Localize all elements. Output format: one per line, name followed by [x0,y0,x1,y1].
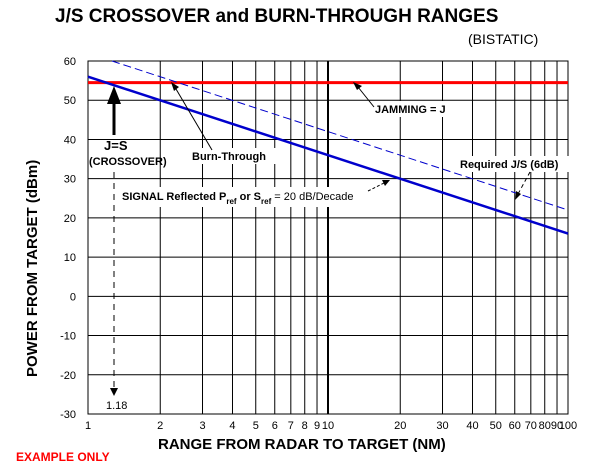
x-tick-label: 6 [272,420,278,432]
required-arrowhead [515,191,521,200]
y-tick-label: 10 [64,252,76,264]
y-tick-label: 50 [64,95,76,107]
footer-note: EXAMPLE ONLY [16,450,110,464]
x-tick-label: 1 [85,420,91,432]
x-tick-label: 4 [229,420,235,432]
jamming-leader [357,86,375,108]
signal-label: SIGNAL Reflected Pref or Sref = 20 dB/De… [122,191,354,206]
x-tick-label: 10 [322,420,334,432]
grid [87,60,569,415]
required-js-line [111,60,569,211]
x-tick-label: 30 [436,420,448,432]
x-tick-label: 70 [525,420,537,432]
signal-label-sub2: ref [261,197,272,206]
required-leader [517,171,531,195]
burn-through-label-bg [190,148,278,164]
y-tick-label: 40 [64,134,76,146]
y-tick-label: -30 [60,409,76,421]
burn-through-label: Burn-Through [192,151,266,163]
signal-label-prefix: SIGNAL Reflected P [122,191,226,203]
x-tick-label: 9 [314,420,320,432]
y-tick-label: 60 [64,56,76,68]
required-label: Required J/S (6dB) [460,159,559,171]
crossover-value: 1.18 [106,400,127,412]
x-axis-label: RANGE FROM RADAR TO TARGET (NM) [158,436,446,453]
required-label-bg [456,156,576,172]
y-tick-label: 0 [70,291,76,303]
burn-through-leader [175,88,213,151]
tick-labels: 1 2 3 4 5 6 7 8 9 10 20 30 40 50 60 70 80 901006050403020… [60,56,577,432]
y-tick-label: 20 [64,213,76,225]
signal-label-mid: or S [237,191,261,203]
chart-subtitle: (BISTATIC) [468,31,538,47]
crossover-drop-arrowhead [110,388,118,396]
chart-title: J/S CROSSOVER and BURN-THROUGH RANGES [55,6,498,27]
burn-through-arrowhead [171,82,179,91]
signal-arrowhead [382,180,390,186]
crossover-label-bottom: (CROSSOVER) [89,156,167,168]
y-tick-label: -10 [60,331,76,343]
x-tick-label: 20 [394,420,406,432]
x-tick-label: 60 [509,420,521,432]
annotations: JAMMING = J J=S (CROSSOVER) 1.18 Burn-Th… [89,82,576,412]
x-tick-label: 100 [559,420,577,432]
crossover-arrowhead [107,86,121,104]
jamming-arrowhead [353,82,362,90]
x-tick-label: 5 [253,420,259,432]
y-tick-label: -20 [60,370,76,382]
jamming-label-bg [369,101,465,117]
series-layer [87,60,569,235]
x-tick-label: 8 [302,420,308,432]
y-tick-label: 30 [64,174,76,186]
x-tick-label: 90 [551,420,563,432]
signal-line [87,75,569,235]
y-axis-label: POWER FROM TARGET (dBm) [24,160,41,377]
signal-label-suffix: = 20 dB/Decade [271,191,353,203]
x-tick-label: 80 [539,420,551,432]
x-tick-label: 40 [466,420,478,432]
x-tick-label: 3 [199,420,205,432]
crossover-label-top: J=S [104,138,128,153]
signal-label-sub1: ref [226,197,237,206]
x-tick-label: 7 [288,420,294,432]
x-tick-label: 50 [490,420,502,432]
signal-leader [367,181,387,192]
crossover-value-bg [104,398,134,412]
signal-label-bg [118,187,398,207]
x-tick-label: 2 [157,420,163,432]
jamming-label: JAMMING = J [375,104,446,116]
